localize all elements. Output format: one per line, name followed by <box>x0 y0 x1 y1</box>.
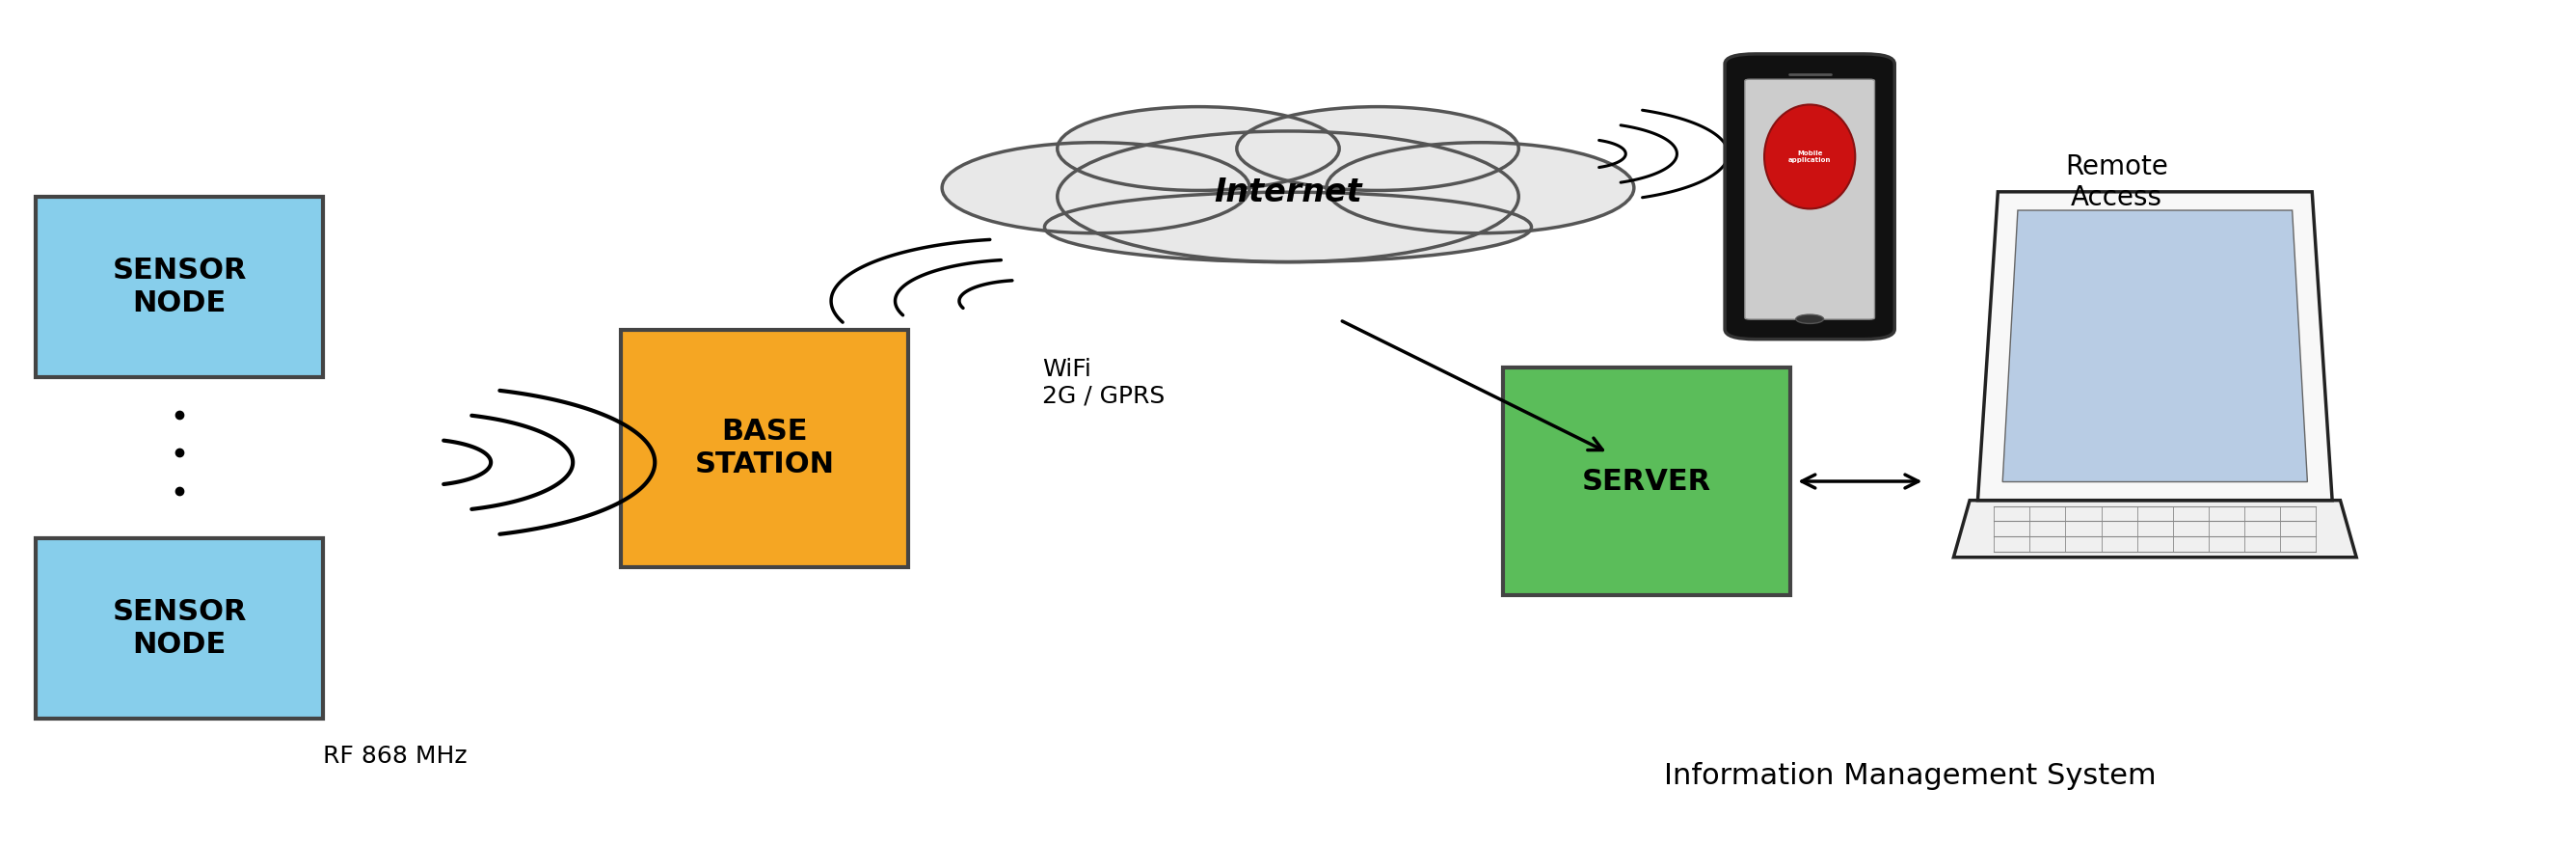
Ellipse shape <box>943 143 1249 233</box>
Polygon shape <box>1953 500 2357 557</box>
FancyBboxPatch shape <box>1502 367 1790 595</box>
Text: RF 868 MHz: RF 868 MHz <box>322 745 466 768</box>
Text: Internet: Internet <box>1213 176 1363 208</box>
FancyBboxPatch shape <box>36 538 322 718</box>
Text: BASE
STATION: BASE STATION <box>696 418 835 479</box>
Circle shape <box>1795 315 1824 323</box>
Text: Remote
Access: Remote Access <box>2066 153 2169 212</box>
Text: Information Management System: Information Management System <box>1664 761 2156 790</box>
Ellipse shape <box>1056 131 1520 262</box>
FancyBboxPatch shape <box>1726 54 1893 339</box>
FancyBboxPatch shape <box>36 197 322 377</box>
Ellipse shape <box>1236 106 1520 191</box>
Text: WiFi
2G / GPRS: WiFi 2G / GPRS <box>1043 358 1164 408</box>
Text: SENSOR
NODE: SENSOR NODE <box>113 598 247 658</box>
Ellipse shape <box>1765 105 1855 208</box>
Text: SENSOR
NODE: SENSOR NODE <box>113 257 247 316</box>
FancyBboxPatch shape <box>621 329 909 567</box>
Text: SERVER: SERVER <box>1582 468 1710 495</box>
Text: Mobile
application: Mobile application <box>1788 150 1832 163</box>
Ellipse shape <box>1327 143 1633 233</box>
Ellipse shape <box>1056 106 1340 191</box>
Polygon shape <box>1978 192 2331 500</box>
Ellipse shape <box>1043 192 1533 262</box>
FancyBboxPatch shape <box>1744 79 1875 319</box>
Polygon shape <box>2002 210 2308 482</box>
